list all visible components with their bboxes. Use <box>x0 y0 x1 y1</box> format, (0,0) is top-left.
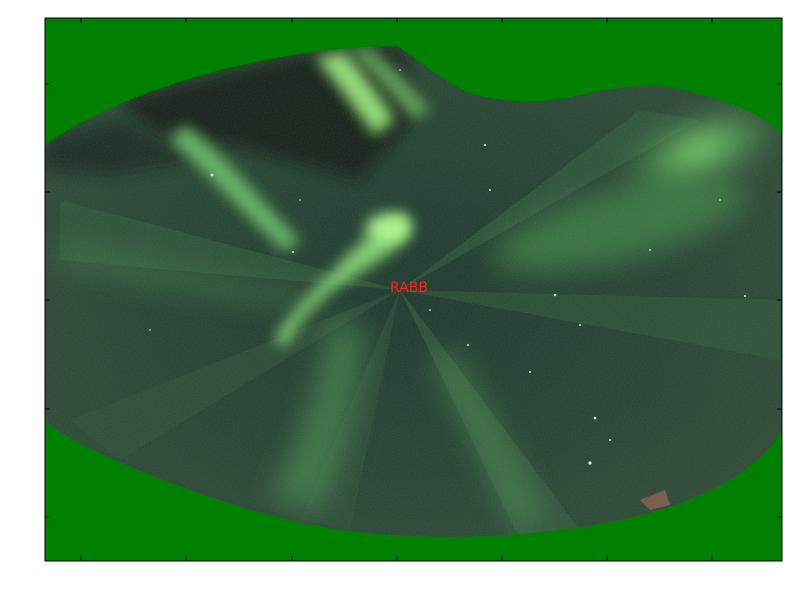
allsky-image <box>45 46 782 537</box>
axes-frame <box>44 17 783 562</box>
station-label: RABB <box>390 280 428 296</box>
axis-ticks <box>45 18 782 561</box>
image-grain <box>45 46 782 537</box>
axes-border <box>44 17 783 562</box>
